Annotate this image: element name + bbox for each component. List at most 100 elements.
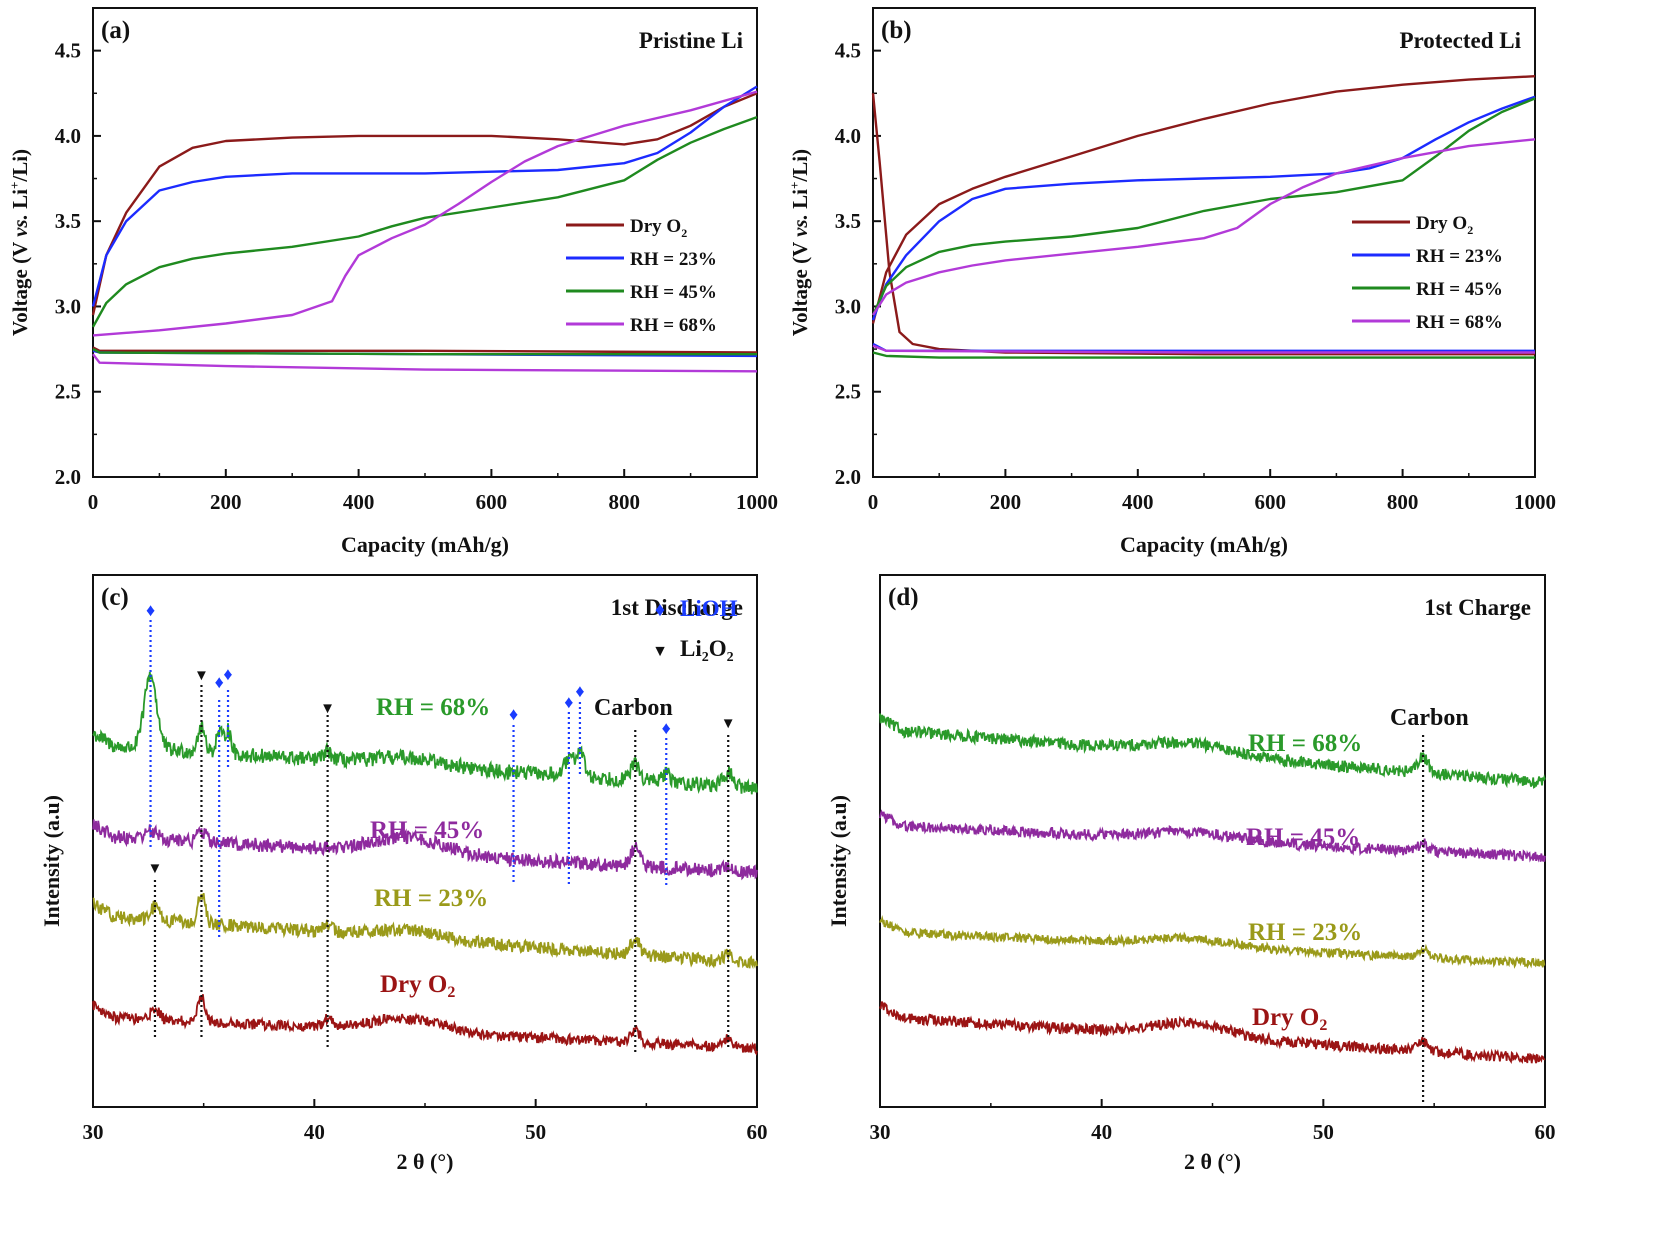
xrd-trace-xrd45 bbox=[879, 809, 1546, 863]
y-tick-label: 3.5 bbox=[55, 209, 81, 233]
series-line-rh45-charge bbox=[871, 97, 1536, 316]
x-tick-label: 800 bbox=[1387, 490, 1419, 514]
legend-label: RH = 23% bbox=[1416, 246, 1503, 267]
series-line-rh68-charge bbox=[871, 138, 1536, 316]
carbon-annotation: Carbon bbox=[594, 695, 673, 721]
x-tick-label: 600 bbox=[1254, 490, 1286, 514]
series-line-dry-charge bbox=[91, 92, 758, 316]
series-label: Dry O2 bbox=[380, 971, 455, 1001]
y-tick-label: 2.5 bbox=[55, 380, 81, 404]
xrd-trace-xrd68 bbox=[879, 713, 1546, 789]
y-tick-label: 4.0 bbox=[835, 124, 861, 148]
series-line-rh23-charge bbox=[91, 85, 758, 307]
xrd-trace-xrd45 bbox=[92, 819, 758, 881]
li2o2-marker: ▼ bbox=[148, 861, 163, 877]
series-line-rh45-discharge bbox=[92, 348, 757, 356]
series-label: RH = 23% bbox=[1248, 919, 1362, 946]
y-tick-label: 3.0 bbox=[835, 294, 861, 318]
x-axis-label: Capacity (mAh/g) bbox=[1120, 532, 1288, 557]
lioh-marker: ♦ bbox=[215, 672, 224, 692]
series-line-rh23-charge bbox=[871, 95, 1536, 321]
x-tick-label: 200 bbox=[210, 490, 242, 514]
x-axis-label: 2 θ (°) bbox=[1184, 1149, 1241, 1174]
series-line-dry-charge bbox=[871, 75, 1536, 324]
x-tick-label: 60 bbox=[747, 1120, 768, 1144]
x-tick-label: 600 bbox=[476, 490, 508, 514]
x-axis-label: Capacity (mAh/g) bbox=[341, 532, 509, 557]
x-tick-label: 200 bbox=[990, 490, 1022, 514]
lioh-marker: ♦ bbox=[223, 664, 232, 684]
y-tick-label: 4.5 bbox=[835, 39, 861, 63]
lioh-legend-marker: ♦ bbox=[655, 599, 665, 621]
panel-label: (d) bbox=[888, 584, 919, 611]
lioh-marker: ♦ bbox=[146, 600, 155, 620]
series-line-rh68-discharge bbox=[872, 344, 1535, 354]
series-line-dry-discharge bbox=[92, 346, 758, 354]
series-line-rh23-discharge bbox=[872, 342, 1535, 352]
series-line-rh45-charge bbox=[91, 115, 758, 328]
x-tick-label: 0 bbox=[88, 490, 99, 514]
x-tick-label: 30 bbox=[83, 1120, 104, 1144]
x-tick-label: 30 bbox=[870, 1120, 891, 1144]
series-label: RH = 45% bbox=[370, 817, 484, 844]
series-line-rh68-charge bbox=[92, 90, 758, 337]
series-line-rh68-discharge bbox=[92, 353, 758, 373]
legend-label: Dry O2 bbox=[1416, 213, 1473, 237]
xrd-trace-xrd68 bbox=[92, 671, 758, 795]
lioh-legend-label: LiOH bbox=[680, 596, 738, 621]
y-axis-label: Intensity (a.u) bbox=[39, 795, 64, 927]
lioh-marker: ♦ bbox=[509, 704, 518, 724]
xrd-trace-xrd23 bbox=[879, 915, 1546, 969]
y-tick-label: 3.0 bbox=[55, 294, 81, 318]
legend-label: RH = 23% bbox=[630, 249, 717, 270]
xrd-trace-xrdDry bbox=[879, 1001, 1546, 1065]
panel-d: 30 40 50 60 2 θ (°) (d) 1st Charge Intensity (a… bbox=[826, 574, 1556, 1174]
series-label: Dry O2 bbox=[1252, 1004, 1327, 1034]
x-tick-label: 60 bbox=[1535, 1120, 1556, 1144]
y-axis-label: Voltage (V vs. Li+/Li) bbox=[7, 149, 32, 336]
series-label: RH = 23% bbox=[374, 885, 488, 912]
y-tick-label: 2.0 bbox=[55, 465, 81, 489]
y-axis-label: Voltage (V vs. Li+/Li) bbox=[787, 149, 812, 336]
xrd-trace-xrd23 bbox=[92, 892, 758, 970]
carbon-annotation: Carbon bbox=[1390, 705, 1469, 731]
panel-title: Pristine Li bbox=[639, 28, 744, 53]
x-tick-label: 50 bbox=[1313, 1120, 1334, 1144]
series-label: RH = 68% bbox=[1248, 730, 1362, 757]
panel-label: (c) bbox=[101, 584, 129, 611]
li2o2-marker: ▼ bbox=[721, 716, 736, 732]
legend-label: RH = 68% bbox=[630, 315, 717, 336]
xrd-trace-xrdDry bbox=[92, 994, 758, 1056]
li2o2-legend-label: Li2O2 bbox=[680, 636, 734, 665]
x-tick-label: 0 bbox=[868, 490, 879, 514]
legend-label: RH = 68% bbox=[1416, 312, 1503, 333]
lioh-marker: ♦ bbox=[575, 681, 584, 701]
panel-a: 0 200 400 600 800 1000 Capacity (mAh/g) (a) Pris… bbox=[7, 7, 778, 557]
series-label: RH = 68% bbox=[376, 694, 490, 721]
y-tick-label: 2.0 bbox=[835, 465, 861, 489]
li2o2-marker: ▼ bbox=[194, 668, 209, 684]
legend-label: Dry O2 bbox=[630, 216, 687, 240]
plot-frame bbox=[872, 7, 1536, 478]
y-tick-label: 4.5 bbox=[55, 39, 81, 63]
li2o2-marker: ▼ bbox=[320, 701, 335, 717]
legend-label: RH = 45% bbox=[630, 282, 717, 303]
series-line-dry-discharge bbox=[871, 93, 1535, 356]
panel-title: 1st Charge bbox=[1424, 595, 1531, 620]
x-tick-label: 1000 bbox=[1514, 490, 1556, 514]
y-tick-label: 4.0 bbox=[55, 124, 81, 148]
x-axis-label: 2 θ (°) bbox=[397, 1149, 454, 1174]
series-label: RH = 45% bbox=[1246, 824, 1360, 851]
legend-label: RH = 45% bbox=[1416, 279, 1503, 300]
lioh-marker: ♦ bbox=[662, 718, 671, 738]
x-tick-label: 40 bbox=[304, 1120, 325, 1144]
x-tick-label: 400 bbox=[1122, 490, 1154, 514]
panel-label: (a) bbox=[101, 17, 130, 44]
li2o2-legend-marker: ▼ bbox=[652, 643, 668, 660]
panel-title: 1st Discharge bbox=[611, 595, 743, 620]
y-tick-label: 2.5 bbox=[835, 380, 861, 404]
x-tick-label: 800 bbox=[608, 490, 640, 514]
panel-c: 30 40 50 60 2 θ (°) (c) 1st Discharge Intensity… bbox=[39, 574, 768, 1174]
lioh-marker: ♦ bbox=[564, 692, 573, 712]
